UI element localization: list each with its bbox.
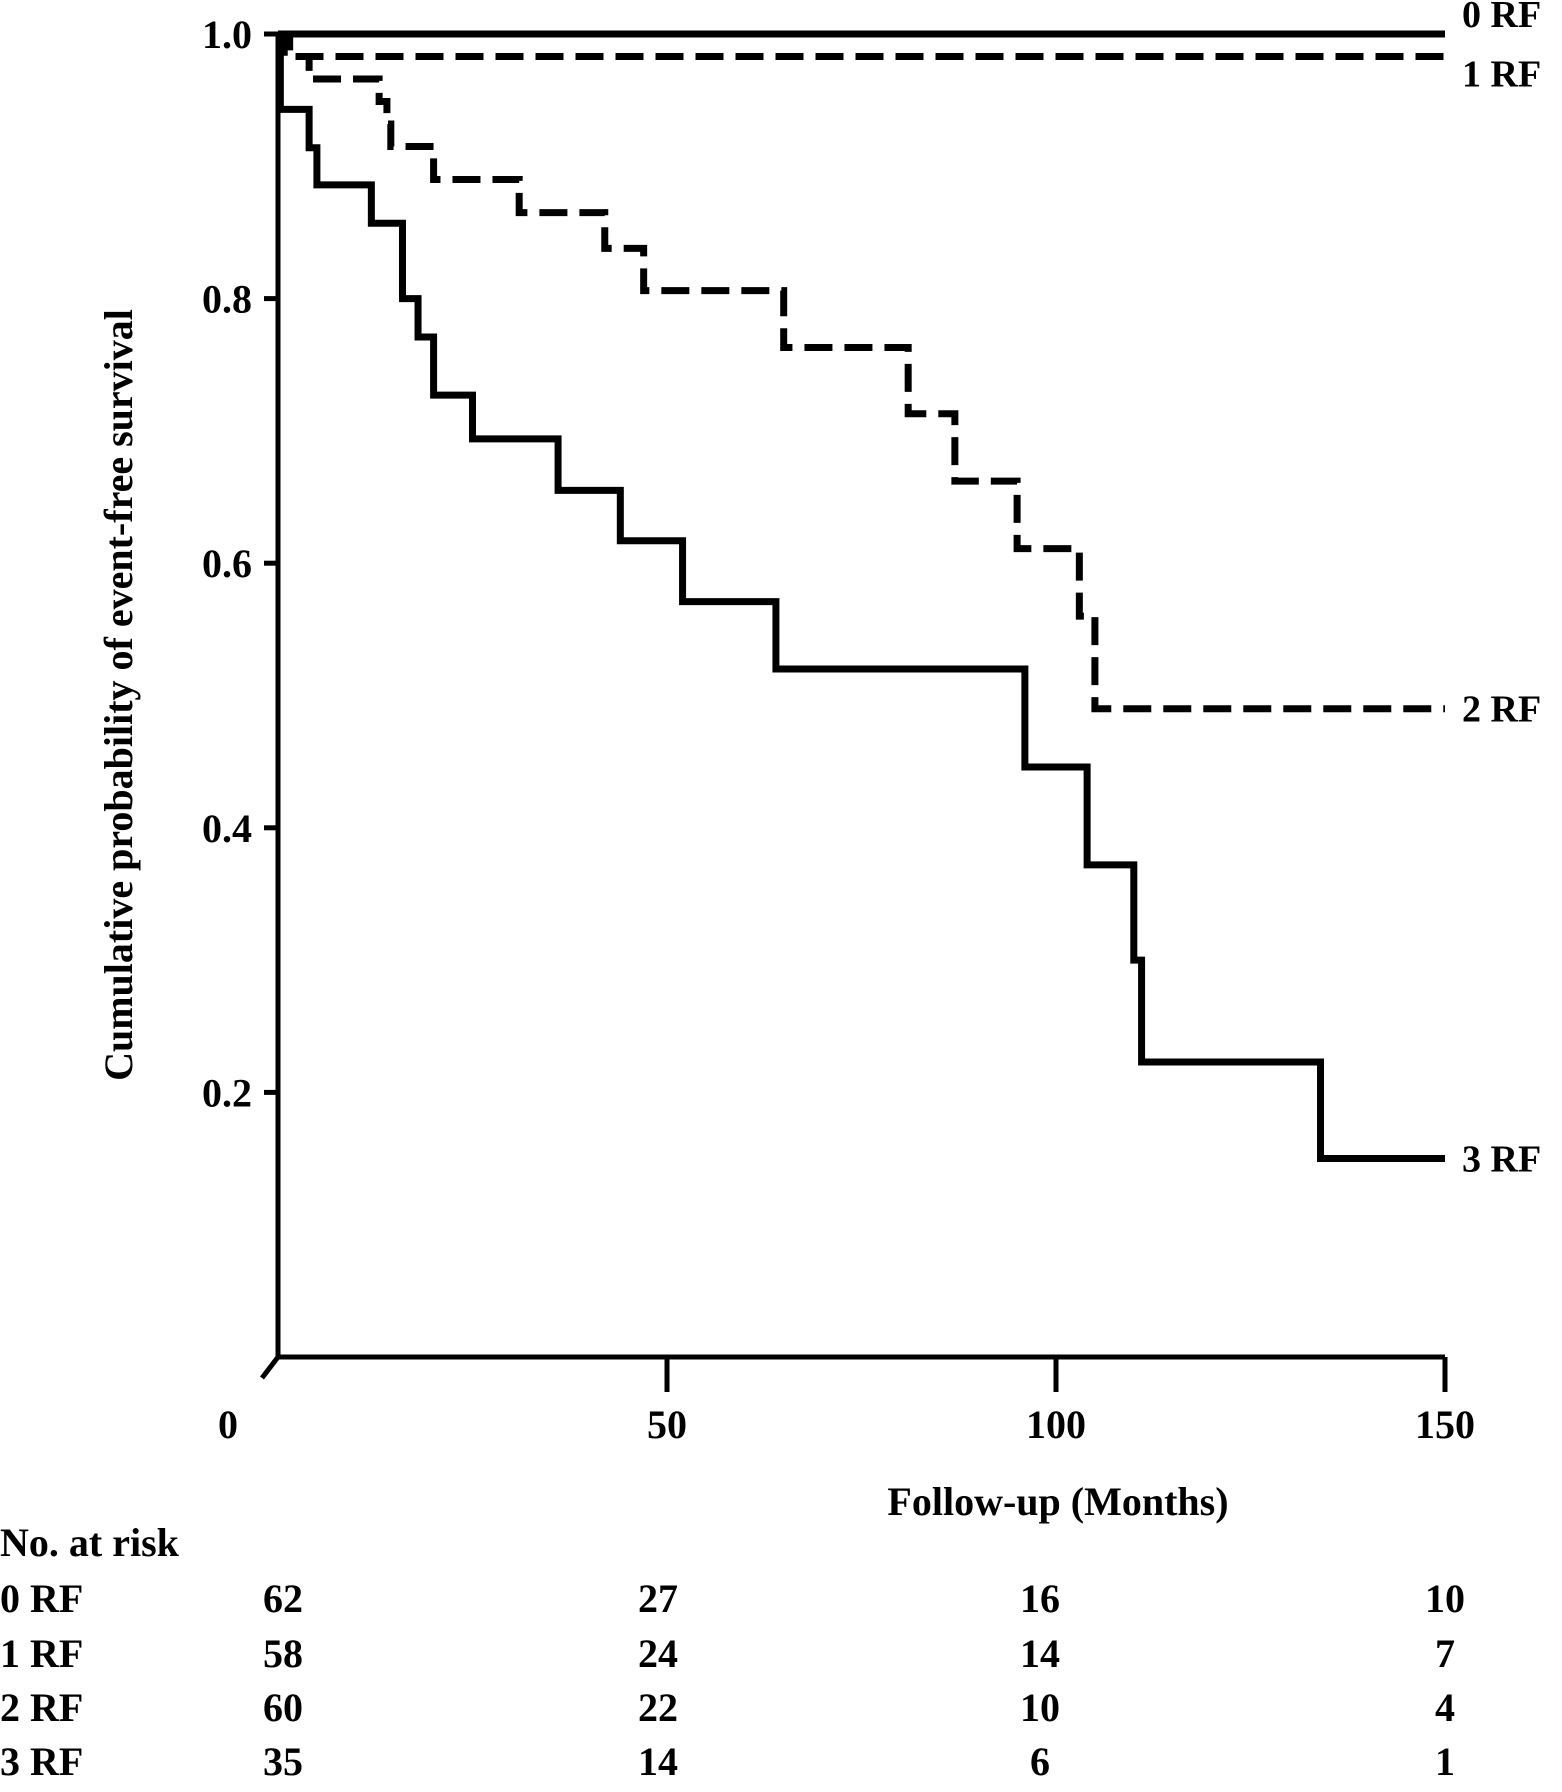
y-tick-label: 0.6 [202, 541, 252, 586]
risk-cell: 10 [1425, 1576, 1465, 1621]
x-axis-title: Follow-up (Months) [887, 1479, 1228, 1524]
y-axis-title: Cumulative probability of event-free sur… [96, 309, 141, 1081]
y-tick-label: 0.2 [202, 1070, 252, 1115]
series-label: 0 RF [1462, 0, 1541, 36]
x-tick-label: 50 [647, 1402, 687, 1447]
risk-cell: 27 [638, 1576, 678, 1621]
risk-row-label: 2 RF [0, 1685, 83, 1730]
risk-row-label: 0 RF [0, 1576, 83, 1621]
x-tick-label: 150 [1415, 1402, 1475, 1447]
risk-row-label: 1 RF [0, 1631, 83, 1676]
risk-cell: 10 [1020, 1685, 1060, 1730]
risk-cell: 22 [638, 1685, 678, 1730]
risk-cell: 6 [1030, 1739, 1050, 1784]
series-label: 1 RF [1462, 54, 1541, 96]
risk-cell: 7 [1435, 1631, 1455, 1676]
risk-cell: 1 [1435, 1739, 1455, 1784]
series-label: 2 RF [1462, 689, 1541, 731]
y-tick-label: 0.4 [202, 806, 252, 851]
risk-row-label: 3 RF [0, 1739, 83, 1784]
risk-table: 0 RF 62 27 16 101 RF 58 24 14 72 RF 60 22 10 43 RF 35… [0, 1576, 1465, 1784]
risk-table-title: No. at risk [0, 1520, 180, 1565]
risk-cell: 14 [638, 1739, 678, 1784]
risk-cell: 24 [638, 1631, 678, 1676]
axes [260, 34, 1445, 1380]
series-label: 3 RF [1462, 1139, 1541, 1181]
x-tick-label: 100 [1026, 1402, 1086, 1447]
risk-cell: 4 [1435, 1685, 1455, 1730]
risk-cell: 62 [263, 1576, 303, 1621]
series-labels: 0 RF 1 RF 2 RF 3 RF [1462, 0, 1541, 1181]
risk-cell: 58 [263, 1631, 303, 1676]
y-ticks: 0.2 0.4 0.6 0.8 1.0 [202, 12, 278, 1115]
curve-2-rf [278, 30, 1445, 713]
x-ticks: 0 50 100 150 [218, 1357, 1475, 1447]
risk-cell: 60 [263, 1685, 303, 1730]
risk-cell: 16 [1020, 1576, 1060, 1621]
y-tick-label: 0.8 [202, 277, 252, 322]
risk-cell: 14 [1020, 1631, 1060, 1676]
survival-curves [276, 30, 1445, 1163]
risk-cell: 35 [263, 1739, 303, 1784]
axis-break-mark [260, 1355, 280, 1380]
x-tick-label: 0 [218, 1402, 238, 1447]
curve-3-rf [276, 30, 1445, 1163]
y-tick-label: 1.0 [202, 12, 252, 57]
